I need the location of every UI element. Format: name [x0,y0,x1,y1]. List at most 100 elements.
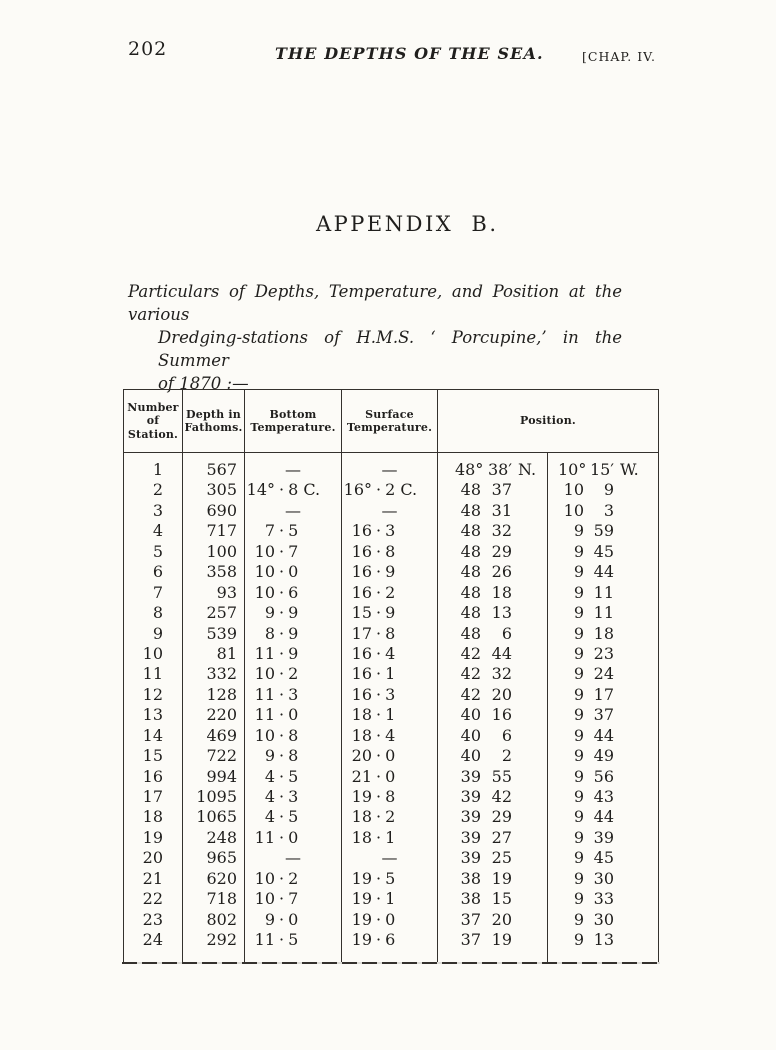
station-cell: 8 [152,603,163,623]
p-deg: 10 [563,480,584,500]
t-dot: · [279,705,285,725]
station-cell: 13 [142,705,163,725]
station-column: 1 2 3 4 5 6 7 8 9 10 11 12 13 14 15 16 17 18 19 20 21 22 23 24 [124,453,183,962]
station-cell: 12 [142,684,163,704]
t-frac: 4 [385,725,396,745]
latitude-cell: 48 31 [438,501,547,521]
t-int: 11 [254,827,275,847]
longitude-cell: 9 59 [548,521,658,541]
t-frac: 3 [385,684,396,704]
longitude-cell: 9 44 [548,726,658,746]
p-deg: 9 [573,848,584,868]
p-deg: 9 [573,684,584,704]
t-frac: 9 [288,623,299,643]
bottom-temperature-cell: 11 · 0 [245,705,341,725]
p-min: 11 [593,603,614,623]
longitude-cell: 9 45 [548,848,658,868]
p-deg: 48 [460,582,481,602]
p-min: 3 [603,500,614,520]
surface-temperature-cell: 20 · 0 [342,746,437,766]
latitude-column: 48° 38′ N. 48 37 48 31 48 32 48 29 48 26 48 18 48 13 48 6 4… [438,453,548,962]
longitude-cell: 9 37 [548,705,658,725]
p-min: 27 [491,827,512,847]
t-int: 4 [264,787,275,806]
latitude-cell: 39 29 [438,807,547,827]
depth-cell: 220 [206,705,237,725]
station-cell: 19 [142,827,163,847]
p-deg: 37 [460,909,481,929]
p-deg: 9 [573,623,584,643]
latitude-cell: 37 20 [438,910,547,930]
bottom-temperature-column: —14° · 8 C. —7 · 5 10 · 7 10 · 0 10 · 6 9 · 9 8 · 9 11 · 9 10 · 2 1… [245,453,342,962]
t-frac: 7 [288,541,299,561]
depth-cell: 994 [206,766,237,786]
p-deg: 48 [460,623,481,643]
longitude-cell: 9 30 [548,869,658,889]
t-frac: 1 [385,664,396,684]
table-body: 1 2 3 4 5 6 7 8 9 10 11 12 13 14 15 16 17 18 19 20 21 22 23 24 … [124,453,658,962]
p-deg: 9 [573,664,584,684]
bottom-temperature-cell: 10 · 2 [245,869,341,889]
p-min: 37 [491,480,512,500]
depth-cell: 965 [206,848,237,868]
depth-cell: 93 [216,582,237,602]
p-min: 24 [593,664,614,684]
t-int: 19 [351,909,372,929]
p-min: 30 [593,909,614,929]
depth-cell: 722 [206,746,237,766]
bottom-temperature-cell: 9 · 0 [245,910,341,930]
intro-line-1: Particulars of Depths, Temperature, and … [128,282,622,324]
p-min: 45 [593,848,614,868]
p-min: 16 [491,705,512,725]
column-header-depth: Depth in Fathoms. [183,390,245,452]
station-cell: 7 [152,582,163,602]
t-int: 4 [264,807,275,827]
depth-cell: 358 [206,562,237,582]
depth-cell: 257 [206,603,237,623]
depth-cell: 292 [206,930,237,950]
p-min: 44 [593,807,614,827]
t-int: 10 [254,541,275,561]
p-min: 13 [593,930,614,950]
p-deg: 9 [573,541,584,561]
t-dot: · [376,541,382,561]
p-min: 30 [593,868,614,888]
p-deg: 9 [573,889,584,909]
latitude-cell: 48 37 [438,480,547,500]
p-min: 32 [491,521,512,541]
t-frac: 8 [288,746,299,766]
depth-cell: 1065 [196,807,237,827]
t-frac: 1 [385,889,396,909]
bottom-temperature-cell: 11 · 3 [245,685,341,705]
p-deg: 42 [460,643,481,663]
table-bottom-rule [122,962,660,964]
t-frac: 9 [385,603,396,623]
t-frac: 2 C. [385,480,418,500]
p-min: 37 [593,705,614,725]
t-dot: · [376,664,382,684]
longitude-cell: 9 56 [548,767,658,787]
p-deg: 40 [460,725,481,745]
p-deg: 48 [460,480,481,500]
longitude-cell: 9 24 [548,664,658,684]
surface-temperature-cell: 19 · 8 [342,787,437,807]
station-cell: 24 [142,930,163,950]
t-frac: 9 [288,603,299,623]
p-min: 26 [491,562,512,582]
p-hemi: W. [620,460,639,479]
t-frac: 2 [385,807,396,827]
surface-temperature-cell: 21 · 0 [342,767,437,787]
p-deg: 38 [460,889,481,909]
surface-temperature-cell: 16 · 8 [342,542,437,562]
latitude-cell: 38 15 [438,889,547,909]
p-deg: 9 [573,766,584,786]
p-min: 23 [593,643,614,663]
p-min: 2 [501,746,512,766]
p-deg: 9 [573,827,584,847]
bottom-temperature-cell: 8 · 9 [245,624,341,644]
t-dot: · [279,684,285,704]
t-int: 10 [254,868,275,888]
surface-temperature-cell: 19 · 6 [342,930,437,950]
station-cell: 15 [142,746,163,766]
bottom-temperature-cell: 10 · 0 [245,562,341,582]
